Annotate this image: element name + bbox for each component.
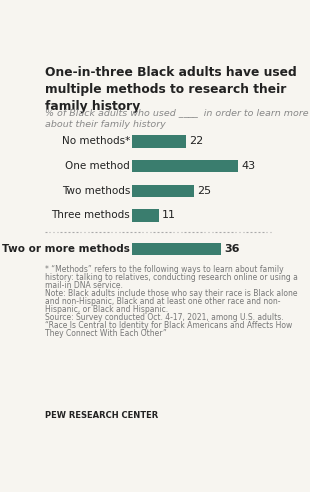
Text: “Race Is Central to Identity for Black Americans and Affects How: “Race Is Central to Identity for Black A… xyxy=(45,321,292,330)
Text: They Connect With Each Other”: They Connect With Each Other” xyxy=(45,329,167,338)
Text: No methods*: No methods* xyxy=(62,136,130,147)
Text: and non-Hispanic, Black and at least one other race and non-: and non-Hispanic, Black and at least one… xyxy=(45,297,281,306)
Text: One-in-three Black adults have used
multiple methods to research their
family hi: One-in-three Black adults have used mult… xyxy=(45,66,297,113)
Text: Two or more methods: Two or more methods xyxy=(2,244,130,254)
Text: % of Black adults who used ____  in order to learn more
about their family histo: % of Black adults who used ____ in order… xyxy=(45,108,308,129)
Text: 36: 36 xyxy=(224,244,240,254)
Bar xyxy=(132,135,186,148)
Text: PEW RESEARCH CENTER: PEW RESEARCH CENTER xyxy=(45,410,158,420)
Text: One method: One method xyxy=(65,161,130,171)
Text: mail-in DNA service.: mail-in DNA service. xyxy=(45,281,123,290)
Text: 25: 25 xyxy=(197,185,211,196)
Text: Source: Survey conducted Oct. 4-17, 2021, among U.S. adults.: Source: Survey conducted Oct. 4-17, 2021… xyxy=(45,313,284,322)
Bar xyxy=(132,243,221,255)
Bar xyxy=(132,209,159,221)
Text: 11: 11 xyxy=(162,211,176,220)
Text: Two methods: Two methods xyxy=(62,185,130,196)
Text: * “Methods” refers to the following ways to learn about family: * “Methods” refers to the following ways… xyxy=(45,265,284,274)
Text: Hispanic, or Black and Hispanic.: Hispanic, or Black and Hispanic. xyxy=(45,305,168,314)
Text: Three methods: Three methods xyxy=(51,211,130,220)
Bar xyxy=(132,160,238,172)
Text: Note: Black adults include those who say their race is Black alone: Note: Black adults include those who say… xyxy=(45,289,298,298)
Text: 22: 22 xyxy=(189,136,204,147)
Bar xyxy=(132,184,194,197)
Text: 43: 43 xyxy=(241,161,256,171)
Text: history: talking to relatives, conducting research online or using a: history: talking to relatives, conductin… xyxy=(45,273,298,282)
